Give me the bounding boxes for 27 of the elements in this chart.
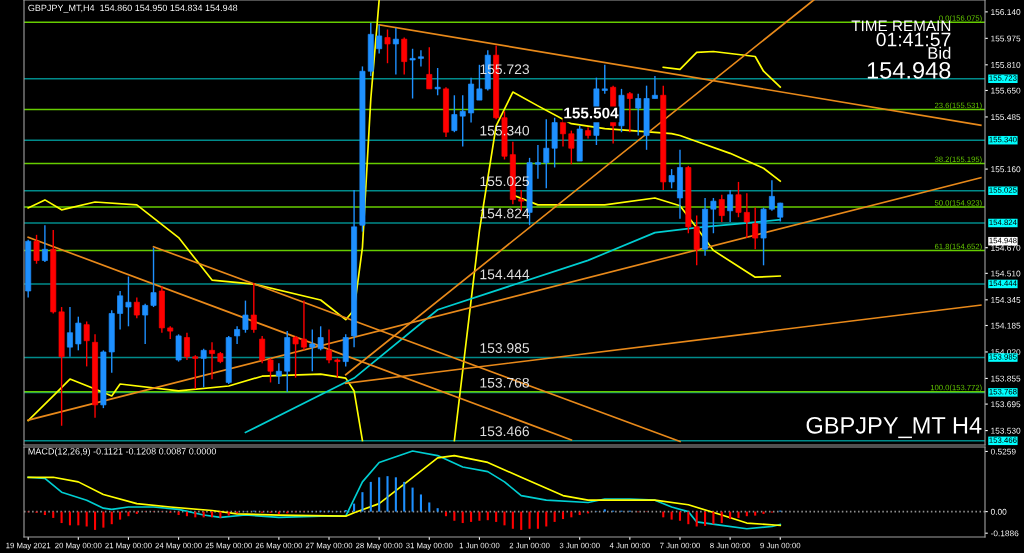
annotation: GBPJPY_MT H4 bbox=[806, 416, 982, 439]
y-tick-label: 154.510 bbox=[991, 270, 1021, 277]
chart-title: MACD(12,26,9) -0.1121 -0.1208 0.0087 0.0000 bbox=[28, 447, 217, 457]
text: 154.444 bbox=[480, 269, 530, 280]
y-tick-label: 154.670 bbox=[991, 244, 1021, 251]
y-tick-label: 155.810 bbox=[991, 62, 1021, 68]
y-tick-label: 153.855 bbox=[991, 375, 1021, 382]
y-tick-label: 155.650 bbox=[991, 87, 1021, 94]
y-tick-label: 153.695 bbox=[991, 401, 1021, 408]
annotation: 155.504 bbox=[564, 107, 619, 119]
text: 153.985 bbox=[480, 343, 530, 353]
y-tick-label: 156.140 bbox=[991, 9, 1021, 15]
annotation: 154.948 bbox=[867, 62, 951, 79]
y-tick-label: 154.185 bbox=[991, 322, 1021, 329]
annotation: 01:41:57 bbox=[876, 32, 951, 47]
y-tick-label: 155.975 bbox=[991, 35, 1021, 42]
y-tick-label: 0.5259 bbox=[990, 448, 1016, 455]
chart-title: GBPJPY_MT,H4 154.860 154.950 154.834 154.948 bbox=[28, 4, 238, 13]
text: 153.466 bbox=[480, 426, 530, 437]
annotation: TIME REMAIN bbox=[851, 20, 951, 32]
y-tick-label: 0.00 bbox=[990, 508, 1007, 515]
y-tick-label: 155.485 bbox=[991, 114, 1021, 121]
y-tick-label: -0.1886 bbox=[990, 530, 1019, 537]
annotation: Bid bbox=[928, 46, 951, 59]
y-tick-label: 155.160 bbox=[991, 166, 1021, 173]
y-tick-label: 154.345 bbox=[991, 297, 1021, 303]
y-tick-label: 153.530 bbox=[991, 427, 1021, 434]
